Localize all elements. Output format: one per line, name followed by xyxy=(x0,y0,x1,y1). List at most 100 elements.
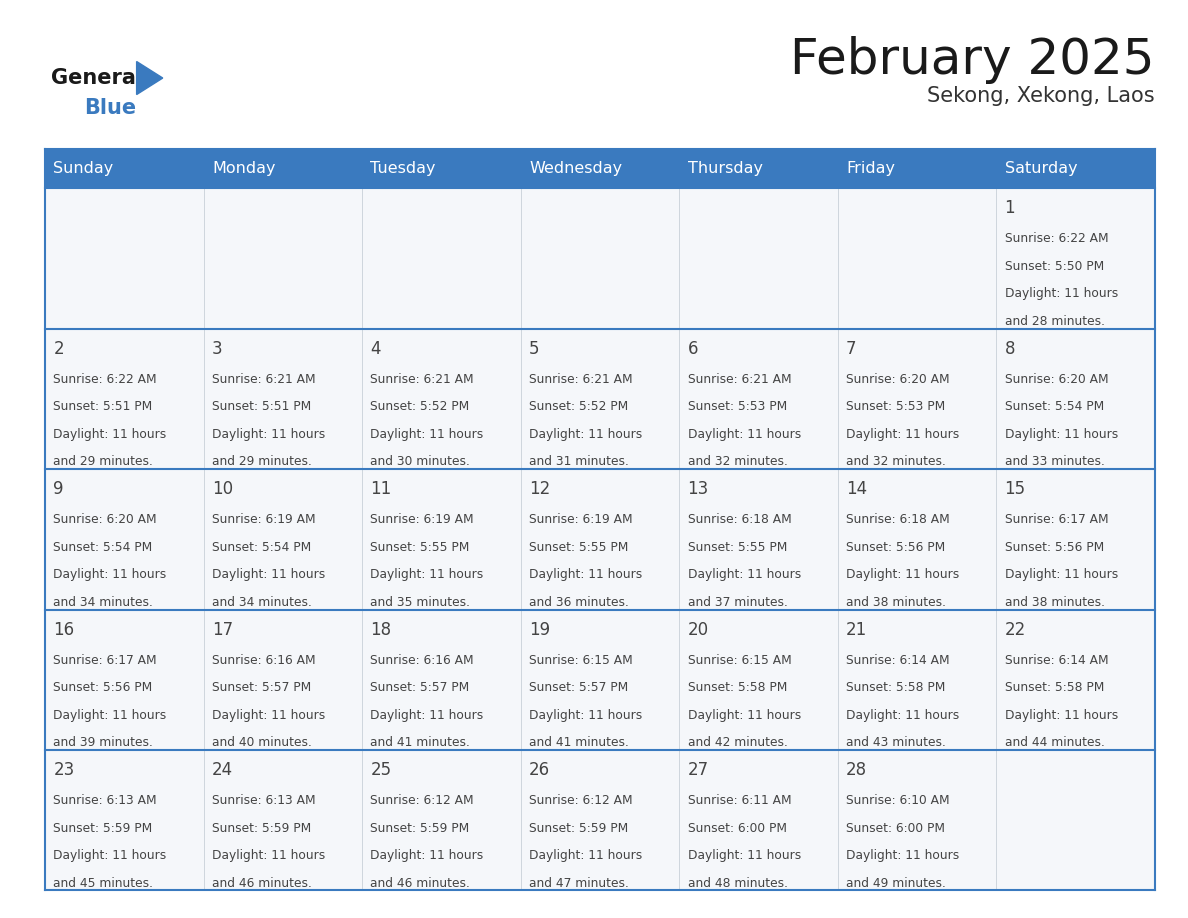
Text: Sunset: 5:57 PM: Sunset: 5:57 PM xyxy=(529,681,628,694)
Bar xyxy=(680,750,838,890)
Text: Sunset: 5:57 PM: Sunset: 5:57 PM xyxy=(371,681,469,694)
Bar xyxy=(362,329,520,469)
Text: Sunrise: 6:20 AM: Sunrise: 6:20 AM xyxy=(1005,373,1108,386)
Text: Sunset: 5:59 PM: Sunset: 5:59 PM xyxy=(211,822,311,834)
Text: Sunrise: 6:17 AM: Sunrise: 6:17 AM xyxy=(53,654,157,666)
Text: and 31 minutes.: and 31 minutes. xyxy=(529,455,628,468)
Text: Sunrise: 6:19 AM: Sunrise: 6:19 AM xyxy=(211,513,316,526)
Text: Sunrise: 6:16 AM: Sunrise: 6:16 AM xyxy=(371,654,474,666)
Text: Daylight: 11 hours: Daylight: 11 hours xyxy=(688,709,801,722)
Text: Sunset: 5:58 PM: Sunset: 5:58 PM xyxy=(688,681,786,694)
Text: Sunset: 5:54 PM: Sunset: 5:54 PM xyxy=(53,541,153,554)
Text: 25: 25 xyxy=(371,761,392,779)
Text: 22: 22 xyxy=(1005,621,1025,639)
Text: Sunset: 5:57 PM: Sunset: 5:57 PM xyxy=(211,681,311,694)
Text: Tuesday: Tuesday xyxy=(371,161,436,176)
Text: 7: 7 xyxy=(846,340,857,358)
Bar xyxy=(45,750,203,890)
Text: 9: 9 xyxy=(53,480,64,498)
Text: Sunrise: 6:21 AM: Sunrise: 6:21 AM xyxy=(688,373,791,386)
Text: Sunset: 5:59 PM: Sunset: 5:59 PM xyxy=(53,822,153,834)
Text: Sunset: 5:53 PM: Sunset: 5:53 PM xyxy=(846,400,946,413)
Text: Sunset: 5:59 PM: Sunset: 5:59 PM xyxy=(529,822,628,834)
Text: Sunrise: 6:17 AM: Sunrise: 6:17 AM xyxy=(1005,513,1108,526)
Text: Daylight: 11 hours: Daylight: 11 hours xyxy=(846,849,959,862)
Text: 10: 10 xyxy=(211,480,233,498)
Text: and 34 minutes.: and 34 minutes. xyxy=(211,596,311,609)
Bar xyxy=(997,469,1155,610)
Text: 4: 4 xyxy=(371,340,381,358)
Bar xyxy=(362,469,520,610)
Text: Sekong, Xekong, Laos: Sekong, Xekong, Laos xyxy=(927,86,1155,106)
Text: Daylight: 11 hours: Daylight: 11 hours xyxy=(688,428,801,441)
Text: Sunset: 6:00 PM: Sunset: 6:00 PM xyxy=(688,822,786,834)
Text: Saturday: Saturday xyxy=(1005,161,1078,176)
Bar xyxy=(680,610,838,750)
Text: Daylight: 11 hours: Daylight: 11 hours xyxy=(53,428,166,441)
Text: February 2025: February 2025 xyxy=(790,36,1155,84)
Text: and 28 minutes.: and 28 minutes. xyxy=(1005,315,1105,328)
Text: Sunrise: 6:16 AM: Sunrise: 6:16 AM xyxy=(211,654,316,666)
Bar xyxy=(362,610,520,750)
Text: Sunset: 5:51 PM: Sunset: 5:51 PM xyxy=(53,400,153,413)
Text: 6: 6 xyxy=(688,340,699,358)
Text: and 32 minutes.: and 32 minutes. xyxy=(688,455,788,468)
Bar xyxy=(680,188,838,329)
Text: and 42 minutes.: and 42 minutes. xyxy=(688,736,788,749)
Text: and 29 minutes.: and 29 minutes. xyxy=(211,455,311,468)
Text: 2: 2 xyxy=(53,340,64,358)
Bar xyxy=(838,188,997,329)
Text: Sunrise: 6:21 AM: Sunrise: 6:21 AM xyxy=(529,373,633,386)
Text: Sunrise: 6:12 AM: Sunrise: 6:12 AM xyxy=(371,794,474,807)
Text: Daylight: 11 hours: Daylight: 11 hours xyxy=(371,709,484,722)
Text: 3: 3 xyxy=(211,340,222,358)
Text: Monday: Monday xyxy=(211,161,276,176)
Text: Daylight: 11 hours: Daylight: 11 hours xyxy=(846,428,959,441)
Text: Daylight: 11 hours: Daylight: 11 hours xyxy=(529,568,643,581)
Text: and 38 minutes.: and 38 minutes. xyxy=(1005,596,1105,609)
Text: Sunset: 5:55 PM: Sunset: 5:55 PM xyxy=(371,541,470,554)
Text: and 40 minutes.: and 40 minutes. xyxy=(211,736,311,749)
Text: Daylight: 11 hours: Daylight: 11 hours xyxy=(688,568,801,581)
Text: 16: 16 xyxy=(53,621,75,639)
Text: and 32 minutes.: and 32 minutes. xyxy=(846,455,946,468)
Text: Daylight: 11 hours: Daylight: 11 hours xyxy=(846,568,959,581)
Text: Daylight: 11 hours: Daylight: 11 hours xyxy=(211,709,326,722)
Bar xyxy=(997,610,1155,750)
Text: Sunrise: 6:14 AM: Sunrise: 6:14 AM xyxy=(846,654,949,666)
Text: Sunrise: 6:19 AM: Sunrise: 6:19 AM xyxy=(529,513,633,526)
Text: and 45 minutes.: and 45 minutes. xyxy=(53,877,153,890)
Text: Daylight: 11 hours: Daylight: 11 hours xyxy=(371,568,484,581)
Text: Daylight: 11 hours: Daylight: 11 hours xyxy=(53,709,166,722)
Text: Daylight: 11 hours: Daylight: 11 hours xyxy=(1005,428,1118,441)
Text: Daylight: 11 hours: Daylight: 11 hours xyxy=(1005,287,1118,300)
Bar xyxy=(838,469,997,610)
Text: Sunrise: 6:18 AM: Sunrise: 6:18 AM xyxy=(846,513,949,526)
Text: and 44 minutes.: and 44 minutes. xyxy=(1005,736,1105,749)
Text: Blue: Blue xyxy=(84,98,137,118)
Bar xyxy=(520,329,680,469)
Bar xyxy=(520,188,680,329)
Text: 11: 11 xyxy=(371,480,392,498)
Text: Sunrise: 6:10 AM: Sunrise: 6:10 AM xyxy=(846,794,949,807)
Text: 18: 18 xyxy=(371,621,392,639)
Text: Sunrise: 6:20 AM: Sunrise: 6:20 AM xyxy=(53,513,157,526)
Text: Daylight: 11 hours: Daylight: 11 hours xyxy=(1005,568,1118,581)
Bar xyxy=(203,188,362,329)
Text: Sunset: 5:56 PM: Sunset: 5:56 PM xyxy=(53,681,153,694)
Bar xyxy=(520,469,680,610)
Bar xyxy=(362,188,520,329)
Text: Sunset: 5:54 PM: Sunset: 5:54 PM xyxy=(1005,400,1104,413)
Text: Sunrise: 6:22 AM: Sunrise: 6:22 AM xyxy=(53,373,157,386)
Bar xyxy=(45,188,203,329)
Text: Sunset: 5:58 PM: Sunset: 5:58 PM xyxy=(846,681,946,694)
Text: Daylight: 11 hours: Daylight: 11 hours xyxy=(529,849,643,862)
Bar xyxy=(45,149,1155,188)
Text: Sunrise: 6:14 AM: Sunrise: 6:14 AM xyxy=(1005,654,1108,666)
Text: Friday: Friday xyxy=(846,161,895,176)
Text: Sunrise: 6:20 AM: Sunrise: 6:20 AM xyxy=(846,373,949,386)
Text: 12: 12 xyxy=(529,480,550,498)
Text: 1: 1 xyxy=(1005,199,1016,218)
Polygon shape xyxy=(137,62,163,95)
Text: 5: 5 xyxy=(529,340,539,358)
